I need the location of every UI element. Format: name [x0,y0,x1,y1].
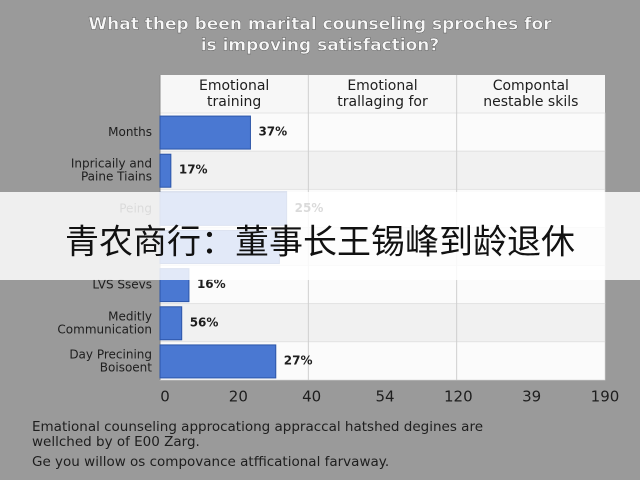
table-row [159,150,606,190]
chart-title: What thep been marital counseling sproch… [88,15,552,56]
x-tick-label: 20 [229,388,248,406]
y-tick-label: LVS Ssevs [92,277,152,291]
bar-label: 16% [197,277,226,291]
bar [159,306,183,341]
x-tick-label: 190 [591,388,620,406]
footnote: Ge you willow os compovance atfficationa… [32,454,389,470]
column-header: Compontal nestable skils [483,78,578,110]
bar-label: 37% [258,125,287,139]
banner-text: 青农商行：董事长王锡峰到龄退休 [65,223,575,263]
bar [159,344,277,379]
column-header: Emotional trallaging for [337,78,428,110]
x-tick-label: 40 [302,388,321,406]
bar-label: 17% [179,163,208,177]
banner-background [0,192,640,280]
y-tick-label: Inpricaily and Paine Tiains [71,156,152,183]
table-header [160,75,605,113]
x-tick-label: 54 [375,388,394,406]
bar-label: 56% [190,315,219,329]
bar-label: 27% [284,353,313,367]
x-tick-label: 39 [522,388,541,406]
x-tick-label: 120 [444,388,473,406]
footnote: Emational counseling approcationg apprac… [32,419,483,435]
y-tick-label: Day Precining Boisoent [69,347,152,374]
y-tick-label: Meditly Communication [57,309,152,336]
y-tick-label: Months [108,125,152,139]
column-header: Emotional training [199,78,269,110]
footnote: wellched by of E00 Zarg. [32,434,200,450]
table-row [159,303,606,343]
bar [159,115,251,150]
x-tick-label: 0 [160,388,170,406]
bar [159,153,172,188]
